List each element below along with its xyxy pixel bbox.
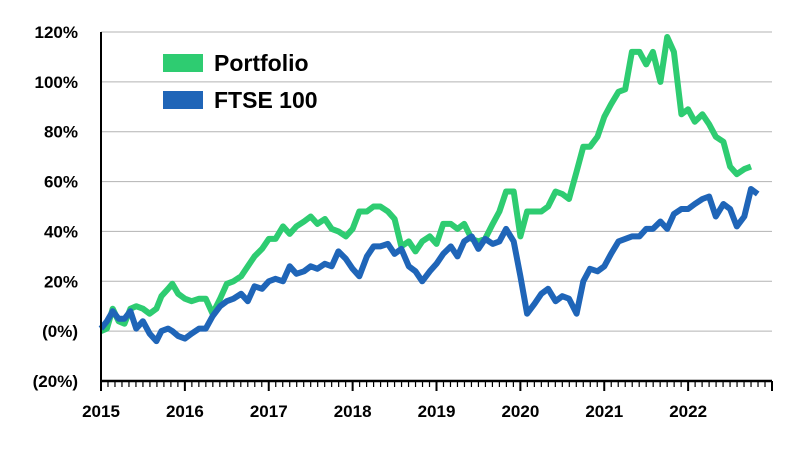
x-tick-label: 2022: [669, 402, 707, 421]
legend-swatch-ftse-100: [163, 91, 203, 109]
gridlines: [101, 31, 772, 332]
y-tick-label: 120%: [35, 23, 78, 42]
series-lines: [98, 34, 760, 345]
legend-label-portfolio: Portfolio: [214, 50, 309, 76]
x-axis-ticks: [100, 381, 773, 391]
legend: Portfolio FTSE 100: [163, 50, 318, 113]
x-tick-label: 2016: [166, 402, 204, 421]
y-tick-label: (0%): [42, 322, 78, 341]
x-tick-label: 2017: [250, 402, 288, 421]
x-tick-label: 2015: [82, 402, 120, 421]
x-tick-label: 2018: [334, 402, 372, 421]
y-tick-label: 100%: [35, 73, 78, 92]
legend-swatch-portfolio: [163, 54, 203, 72]
y-tick-label: 80%: [44, 123, 78, 142]
y-tick-label: 60%: [44, 173, 78, 192]
y-tick-label: 20%: [44, 272, 78, 291]
y-tick-label: (20%): [33, 372, 78, 391]
y-tick-label: 40%: [44, 222, 78, 241]
x-tick-label: 2021: [585, 402, 623, 421]
x-tick-label: 2020: [501, 402, 539, 421]
series-line-ftse-100: [98, 186, 760, 345]
legend-label-ftse-100: FTSE 100: [214, 87, 318, 113]
y-axis-tick-labels: 120% 100% 80% 60% 40% 20% (0%) (20%): [33, 23, 78, 391]
x-tick-label: 2019: [418, 402, 456, 421]
x-axis-tick-labels: 2015 2016 2017 2018 2019 2020 2021 2022: [82, 402, 707, 421]
series-line-portfolio: [99, 34, 753, 334]
